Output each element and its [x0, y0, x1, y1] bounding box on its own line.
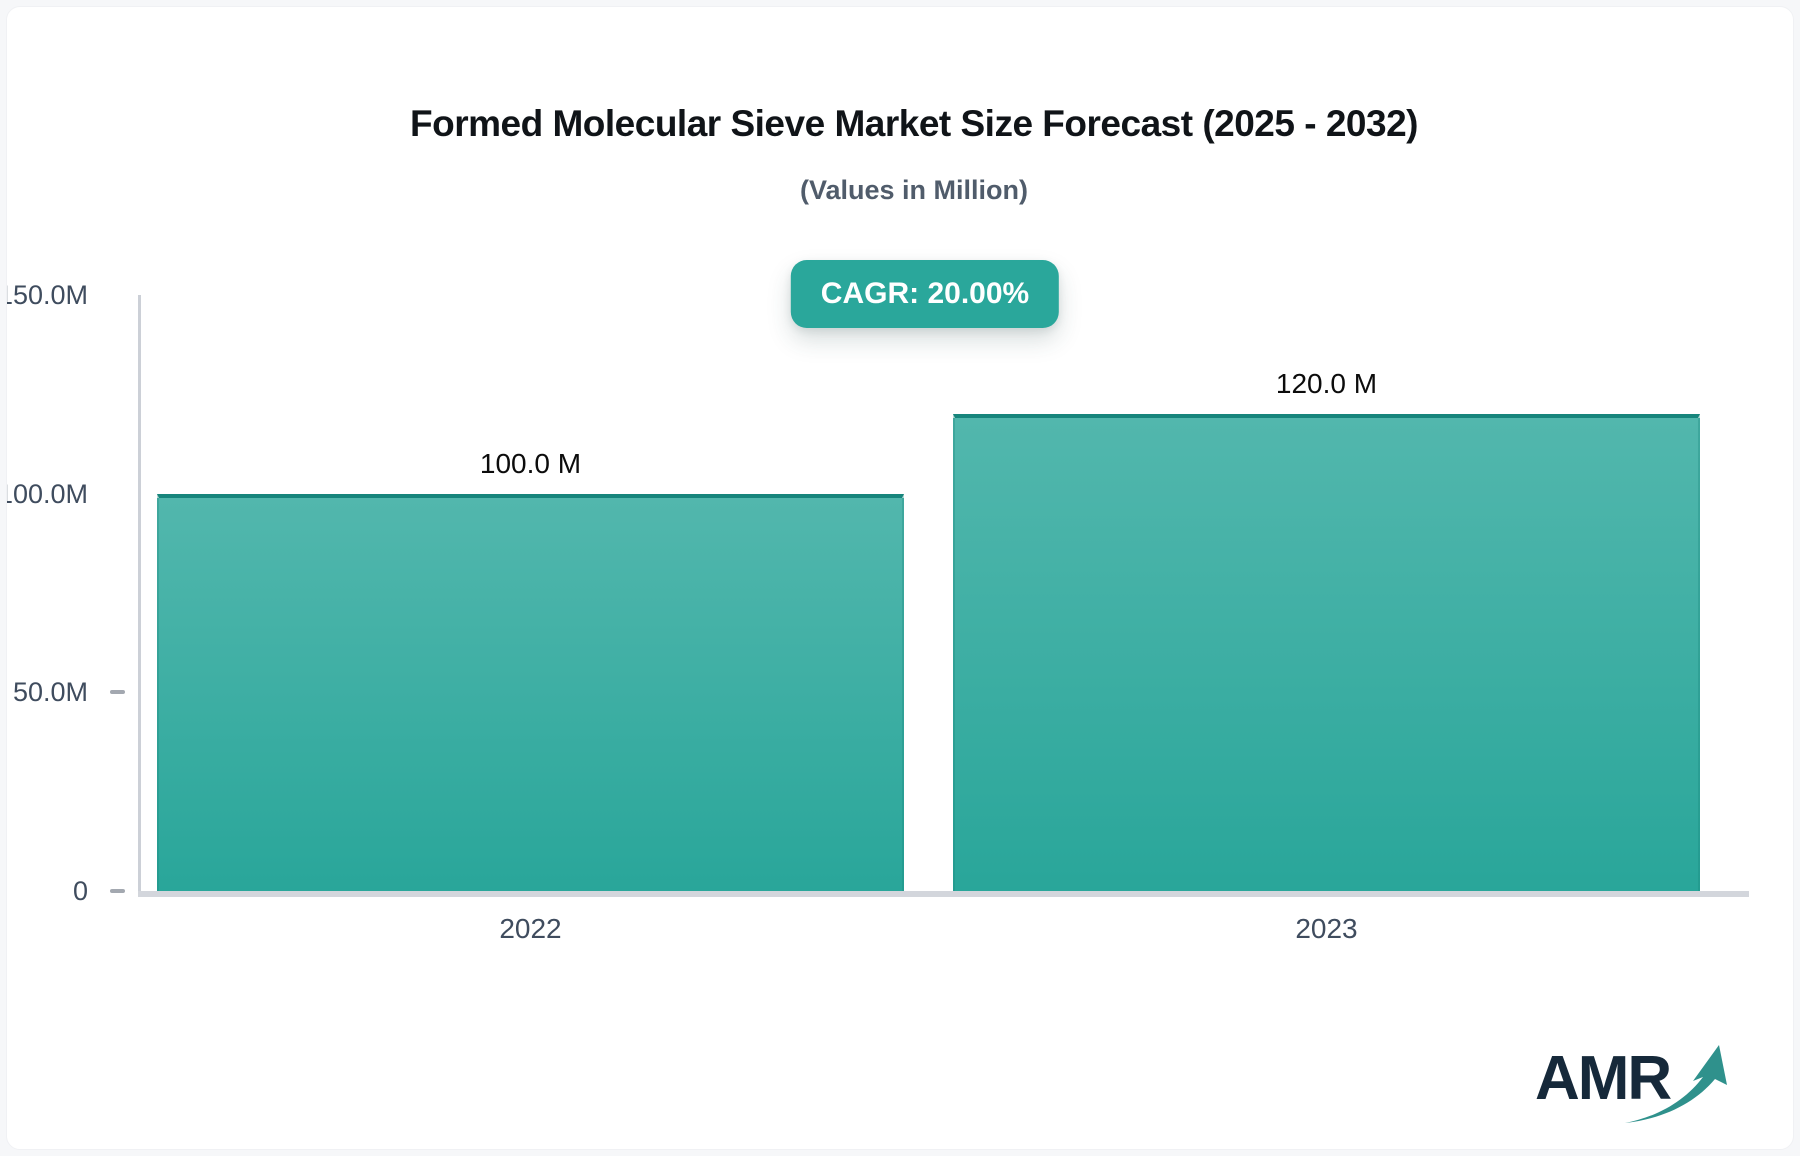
y-axis-line: [138, 295, 141, 897]
x-axis-category-label-2023: 2023: [1295, 913, 1358, 944]
chart-title: Formed Molecular Sieve Market Size Forec…: [410, 103, 1418, 144]
bars-container: 100.0 M 2022 120.0 M 2023: [157, 295, 1700, 944]
y-axis-tick-label-50.0M: 50.0M: [12, 677, 88, 708]
growth-arrow-icon: [1625, 1045, 1727, 1123]
x-axis-baseline: [138, 891, 1749, 897]
logo-text: AMR: [1535, 1044, 1672, 1113]
bar-2022: [157, 493, 904, 891]
bar-slot-2023: 120.0 M 2023: [953, 295, 1700, 944]
bar-value-label-2022: 100.0 M: [479, 447, 582, 479]
chart-subtitle: (Values in Million): [799, 175, 1029, 205]
cagr-badge: CAGR: 20.00%: [790, 260, 1060, 328]
y-axis-tick-mark-50.0M: [110, 690, 125, 695]
chart-card: Formed Molecular Sieve Market Size Forec…: [6, 6, 1794, 1150]
y-axis-tick-label-150.0M: 150.0M: [6, 280, 88, 310]
x-axis-category-label-2022: 2022: [499, 913, 562, 944]
bar-value-label-2023: 120.0 M: [1275, 368, 1378, 400]
y-axis-tick-label-0: 0: [72, 876, 88, 906]
amr-logo: AMR: [1535, 1035, 1765, 1145]
bar-slot-2022: 100.0 M 2022: [157, 295, 904, 944]
y-axis-tick-label-100.0M: 100.0M: [6, 478, 88, 509]
bar-2023: [953, 414, 1700, 891]
y-axis-tick-mark-0: [110, 889, 125, 893]
plot-area: 100.0 M 2022 120.0 M 2023: [138, 295, 1749, 944]
